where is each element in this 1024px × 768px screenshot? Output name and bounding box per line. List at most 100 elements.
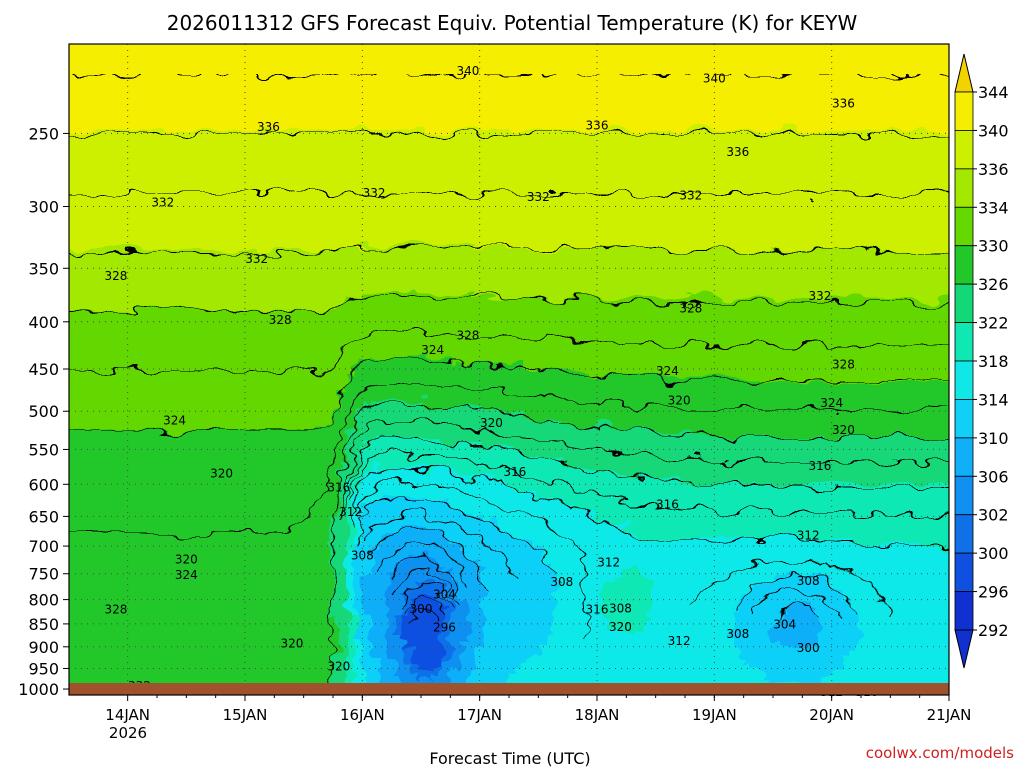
y-axis: 250 300 350 400 450 500 550 600 650 700 750 800 850 9… bbox=[18, 124, 69, 699]
contour-label: 312 bbox=[339, 505, 362, 519]
y-tick-label: 650 bbox=[28, 507, 59, 526]
x-tick-label: 18JAN bbox=[575, 706, 620, 724]
y-tick-label: 250 bbox=[28, 124, 59, 143]
contour-label: 320 bbox=[175, 553, 198, 567]
colorbar-label: 334 bbox=[978, 198, 1009, 217]
x-tick-label: 20JAN bbox=[809, 706, 854, 724]
colorbar-swatch bbox=[954, 591, 974, 631]
contour-label: 328 bbox=[269, 313, 292, 327]
x-tick-label: 15JAN bbox=[223, 706, 268, 724]
contour-label: 332 bbox=[527, 190, 550, 204]
contour-label: 336 bbox=[257, 120, 280, 134]
contour-label: 312 bbox=[668, 634, 691, 648]
contour-label: 336 bbox=[832, 96, 855, 110]
contour-label: 296 bbox=[433, 621, 456, 635]
colorbar-label: 306 bbox=[978, 467, 1009, 486]
contour-label: 328 bbox=[104, 602, 127, 616]
colorbar-swatch bbox=[954, 360, 974, 400]
contour-label: 340 bbox=[703, 72, 726, 86]
y-tick-label: 750 bbox=[28, 565, 59, 584]
y-tick-label: 900 bbox=[28, 638, 59, 657]
colorbar-swatch bbox=[954, 206, 974, 247]
contour-label: 340 bbox=[456, 64, 479, 78]
colorbar-swatch bbox=[954, 245, 974, 285]
y-tick-label: 550 bbox=[28, 440, 59, 459]
colorbar-top-arrow bbox=[954, 53, 974, 93]
contour-label: 324 bbox=[656, 364, 679, 378]
y-tick-label: 1000 bbox=[18, 680, 59, 699]
contour-label: 328 bbox=[832, 358, 855, 372]
x-tick-label: 17JAN bbox=[457, 706, 502, 724]
year-label: 2026 bbox=[109, 724, 147, 742]
contour-lines bbox=[69, 73, 949, 690]
colorbar-label: 330 bbox=[978, 237, 1009, 256]
contour-label: 320 bbox=[480, 416, 503, 430]
contour-label: 324 bbox=[175, 568, 198, 582]
colorbar-label: 322 bbox=[978, 314, 1009, 333]
contour-label: 332 bbox=[679, 189, 702, 203]
colorbar-bottom-arrow bbox=[954, 629, 974, 669]
colorbar-label: 302 bbox=[978, 506, 1009, 525]
x-tick-label: 21JAN bbox=[927, 706, 972, 724]
x-tick-label: 19JAN bbox=[692, 706, 737, 724]
contour-label: 324 bbox=[421, 343, 444, 357]
ground-strip bbox=[69, 683, 949, 695]
contour-label: 336 bbox=[726, 145, 749, 159]
colorbar-swatch bbox=[954, 91, 974, 131]
contour-label: 308 bbox=[726, 627, 749, 641]
contour-labels: 340 340 336 336 336 336 332 332 332 332 332 332 328 3… bbox=[104, 64, 878, 699]
contour-label: 320 bbox=[609, 620, 632, 634]
contour-label: 300 bbox=[797, 641, 820, 655]
colorbar-swatch bbox=[954, 552, 974, 592]
contour-label: 316 bbox=[656, 497, 679, 511]
contour-label: 320 bbox=[832, 423, 855, 437]
contour-field bbox=[69, 44, 949, 695]
colorbar-label: 314 bbox=[978, 390, 1009, 409]
colorbar: 344 340 336 334 330 326 322 318 314 310 306 302 300 2… bbox=[954, 53, 1009, 669]
y-tick-label: 600 bbox=[28, 475, 59, 494]
contour-label: 328 bbox=[104, 269, 127, 283]
colorbar-swatch bbox=[954, 475, 974, 516]
contour-label: 324 bbox=[163, 414, 186, 428]
contour-label: 312 bbox=[797, 529, 820, 543]
y-tick-label: 850 bbox=[28, 615, 59, 634]
y-tick-label: 450 bbox=[28, 360, 59, 379]
y-tick-label: 400 bbox=[28, 313, 59, 332]
credit-link[interactable]: coolwx.com/models bbox=[866, 744, 1014, 762]
x-axis: 14JAN 15JAN 16JAN 17JAN 18JAN 19JAN 20JAN 21JAN bbox=[105, 695, 971, 724]
x-tick-label: 14JAN bbox=[105, 706, 150, 724]
contour-label: 324 bbox=[820, 396, 843, 410]
contour-label: 316 bbox=[503, 465, 526, 479]
contour-label: 316 bbox=[327, 481, 350, 495]
contour-label: 316 bbox=[808, 459, 831, 473]
y-tick-label: 800 bbox=[28, 591, 59, 610]
colorbar-swatch bbox=[954, 283, 974, 323]
y-tick-label: 500 bbox=[28, 402, 59, 421]
colorbar-swatch bbox=[954, 514, 974, 554]
contour-label: 336 bbox=[586, 118, 609, 132]
colorbar-label: 300 bbox=[978, 544, 1009, 563]
colorbar-label: 292 bbox=[978, 621, 1009, 640]
contour-label: 332 bbox=[363, 186, 386, 200]
x-axis-title: Forecast Time (UTC) bbox=[429, 749, 590, 768]
chart-title: 2026011312 GFS Forecast Equiv. Potential… bbox=[167, 11, 858, 35]
x-tick-label: 16JAN bbox=[340, 706, 385, 724]
contour-label: 304 bbox=[433, 588, 456, 602]
y-tick-label: 300 bbox=[28, 198, 59, 217]
contour-label: 316 bbox=[586, 602, 609, 616]
contour-label: 300 bbox=[410, 602, 433, 616]
contour-label: 320 bbox=[327, 659, 350, 673]
contour-label: 328 bbox=[679, 302, 702, 316]
colorbar-swatch bbox=[954, 322, 974, 362]
contour-label: 328 bbox=[456, 329, 479, 343]
contour-label: 312 bbox=[597, 555, 620, 569]
contour-label: 308 bbox=[609, 602, 632, 616]
contour-label: 308 bbox=[550, 575, 573, 589]
contour-label: 332 bbox=[245, 252, 268, 266]
contour-label: 320 bbox=[280, 637, 303, 651]
colorbar-swatch bbox=[954, 168, 974, 208]
colorbar-swatch bbox=[954, 130, 974, 170]
y-tick-label: 950 bbox=[28, 659, 59, 678]
contour-label: 320 bbox=[210, 466, 233, 480]
